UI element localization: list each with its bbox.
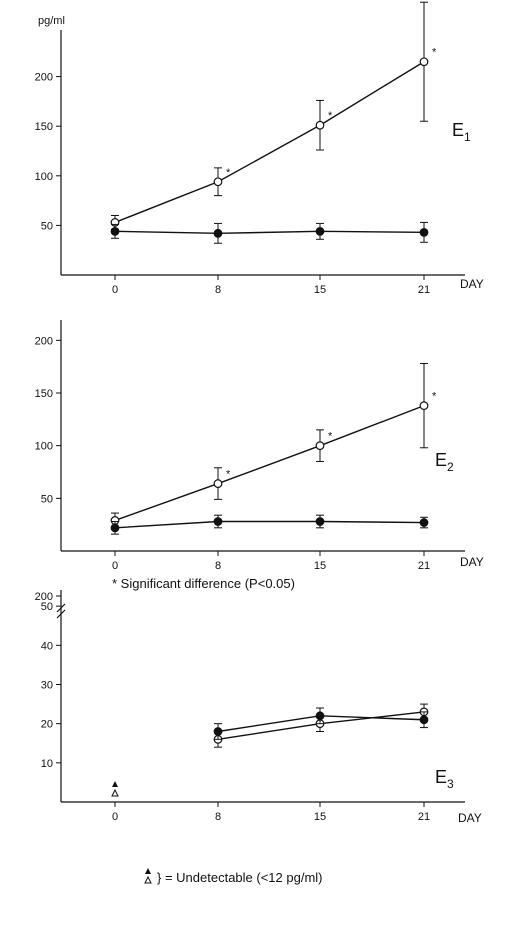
y-tick-label: 150 [35, 121, 53, 133]
y-tick-label: 50 [41, 493, 53, 505]
y-tick-label: 100 [35, 171, 53, 183]
x-tick-label: 21 [418, 811, 430, 823]
data-point-open [213, 177, 223, 187]
x-tick-label: 8 [215, 811, 221, 823]
series-line-open [114, 404, 425, 522]
data-point-filled [419, 518, 429, 527]
undetectable-filled-triangle [112, 781, 118, 787]
significance-asterisk: * [432, 47, 437, 59]
x-tick-label: 15 [314, 560, 326, 572]
panel-label: E1 [452, 120, 471, 144]
data-point-filled [315, 711, 325, 721]
y-tick-label-break: 200 [35, 591, 53, 603]
data-point-filled [213, 727, 223, 736]
data-point-filled [213, 228, 223, 238]
x-axis-label: DAY [460, 277, 484, 291]
y-tick-label: 150 [35, 388, 53, 400]
y-unit-label: pg/ml [38, 15, 65, 27]
undetectable-legend: } = Undetectable (<12 pg/ml) [144, 868, 323, 885]
data-point-filled [213, 517, 223, 526]
undetectable-open-triangle [111, 788, 119, 797]
axis-break-mark [56, 609, 66, 619]
data-point-filled [419, 715, 429, 725]
x-axis-label: DAY [458, 811, 482, 825]
y-tick-label: 200 [35, 335, 53, 347]
legend-filled-triangle-marker [145, 868, 151, 874]
panel-label: E2 [435, 450, 454, 474]
x-tick-label: 21 [418, 284, 430, 296]
y-tick-label: 20 [41, 719, 53, 731]
y-tick-label: 40 [41, 640, 53, 652]
x-tick-label: 0 [112, 284, 118, 296]
x-tick-label: 0 [112, 560, 118, 572]
data-point-open [419, 401, 429, 411]
x-tick-label: 15 [314, 284, 326, 296]
data-point-filled [315, 517, 325, 526]
data-point-filled [419, 227, 429, 237]
data-point-open [315, 441, 325, 451]
undetectable-note: } = Undetectable (<12 pg/ml) [157, 870, 323, 885]
data-point-filled [315, 226, 325, 236]
x-tick-label: 8 [215, 560, 221, 572]
x-tick-label: 8 [215, 284, 221, 296]
series-line-open [114, 61, 425, 224]
data-point-filled [110, 226, 120, 236]
x-tick-label: 0 [112, 811, 118, 823]
significance-asterisk: * [226, 469, 231, 481]
data-point-open [213, 479, 223, 488]
legend-open-triangle-marker [144, 875, 152, 884]
y-tick-label: 100 [35, 441, 53, 453]
y-tick-label: 50 [41, 220, 53, 232]
significance-note: * Significant difference (P<0.05) [112, 576, 295, 591]
x-axis-label: DAY [460, 555, 484, 569]
data-point-open [419, 57, 429, 67]
data-point-open [315, 120, 325, 130]
y-tick-label: 10 [41, 758, 53, 770]
panel-label: E3 [435, 767, 454, 791]
y-tick-label: 30 [41, 680, 53, 692]
chart-panel-e2: 50 100 150 200 0 8 15 21 DAY E2 * * * [35, 320, 484, 572]
axis-break-mark [56, 603, 66, 613]
series-line-filled [114, 520, 425, 529]
y-tick-label: 50 [41, 601, 53, 613]
x-tick-label: 15 [314, 811, 326, 823]
significance-asterisk: * [226, 167, 231, 179]
significance-asterisk: * [328, 431, 333, 443]
chart-panel-e1: 50 100 150 200 0 8 15 21 DAY E1 * * * [35, 1, 484, 296]
y-tick-label: 200 [35, 72, 53, 84]
significance-asterisk: * [328, 110, 333, 122]
series-line-filled [114, 230, 425, 235]
data-point-filled [110, 523, 120, 533]
x-tick-label: 21 [418, 560, 430, 572]
significance-asterisk: * [432, 391, 437, 403]
